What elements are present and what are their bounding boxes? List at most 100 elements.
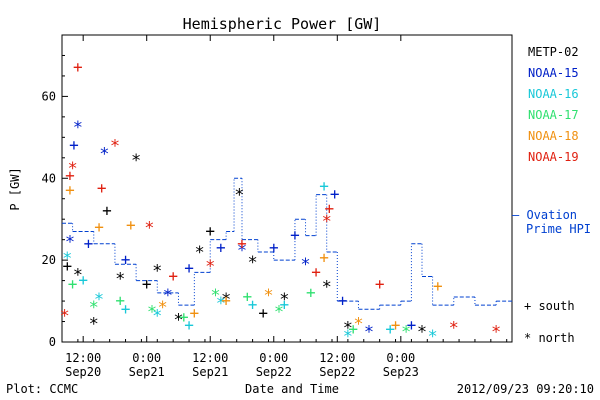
point-noaa-18: + bbox=[221, 291, 231, 310]
y-axis: 0 20 40 60 bbox=[42, 54, 68, 349]
point-noaa-15: + bbox=[338, 291, 348, 310]
x-tick-date: Sep21 bbox=[129, 365, 165, 379]
point-noaa-19: + bbox=[237, 234, 247, 253]
legend-entry-metp-02: METP-02 bbox=[528, 45, 579, 59]
point-noaa-18: * bbox=[157, 298, 167, 318]
point-noaa-17: + bbox=[68, 275, 78, 294]
point-noaa-18: + bbox=[94, 217, 104, 236]
point-noaa-16: * bbox=[216, 294, 226, 314]
point-noaa-15: * bbox=[65, 233, 75, 253]
point-noaa-18: + bbox=[433, 277, 443, 296]
x-tick-time: 12:00 bbox=[65, 351, 101, 365]
x-tick-date: Sep23 bbox=[383, 365, 419, 379]
point-metp-02: * bbox=[152, 261, 162, 281]
point-noaa-17: + bbox=[179, 307, 189, 326]
point-noaa-15: + bbox=[69, 136, 79, 155]
point-noaa-16: + bbox=[184, 316, 194, 335]
point-noaa-16: + bbox=[248, 295, 258, 314]
point-metp-02: * bbox=[131, 151, 141, 171]
x-tick-time: 0:00 bbox=[132, 351, 161, 365]
point-noaa-16: * bbox=[62, 249, 72, 269]
point-metp-02: * bbox=[234, 186, 244, 206]
legend-entry-noaa-16: NOAA-16 bbox=[528, 87, 579, 101]
point-noaa-15: * bbox=[99, 145, 109, 165]
x-tick-time: 12:00 bbox=[192, 351, 228, 365]
point-noaa-15: + bbox=[121, 250, 131, 269]
point-noaa-15: + bbox=[330, 185, 340, 204]
point-noaa-15: + bbox=[407, 316, 417, 335]
legend-entry-noaa-17: NOAA-17 bbox=[528, 108, 579, 122]
ovation-layer bbox=[62, 177, 512, 310]
point-noaa-17: + bbox=[306, 283, 316, 302]
point-noaa-17: + bbox=[242, 287, 252, 306]
point-noaa-17: * bbox=[89, 298, 99, 318]
point-noaa-16: + bbox=[280, 295, 290, 314]
point-noaa-19: + bbox=[73, 58, 83, 77]
y-tick-label: 60 bbox=[42, 89, 56, 103]
point-noaa-19: * bbox=[67, 159, 77, 179]
points-layer: + **+**+***+***+*** **+*+*+*++ * ++*++* +*+* +… bbox=[60, 58, 502, 347]
x-tick-time: 0:00 bbox=[259, 351, 288, 365]
point-metp-02: * bbox=[73, 265, 83, 285]
ovation-legend-label-1: – Ovation bbox=[512, 208, 577, 222]
point-metp-02: * bbox=[279, 290, 289, 310]
point-noaa-18: * bbox=[263, 286, 273, 306]
plot-frame bbox=[61, 34, 513, 343]
point-noaa-16: * bbox=[427, 327, 437, 347]
x-tick-date: Sep21 bbox=[192, 365, 228, 379]
point-noaa-19: * bbox=[110, 136, 120, 156]
point-metp-02: + bbox=[205, 221, 215, 240]
point-metp-02: + bbox=[142, 275, 152, 294]
legend-entry-noaa-18: NOAA-18 bbox=[528, 129, 579, 143]
point-noaa-15: * bbox=[300, 255, 310, 275]
point-noaa-15: + bbox=[84, 234, 94, 253]
point-noaa-15: + bbox=[184, 258, 194, 277]
point-metp-02: * bbox=[343, 319, 353, 339]
point-noaa-17: * bbox=[401, 323, 411, 343]
point-noaa-18: * bbox=[353, 315, 363, 335]
point-noaa-19: + bbox=[168, 267, 178, 286]
x-tick-date: Sep22 bbox=[256, 365, 292, 379]
footer-right: 2012/09/23 09:20:10 bbox=[457, 382, 594, 396]
x-axis-label: Date and Time bbox=[245, 382, 339, 396]
point-noaa-18: + bbox=[126, 215, 136, 234]
point-noaa-17: * bbox=[147, 302, 157, 322]
point-metp-02: * bbox=[247, 253, 257, 273]
point-noaa-19: * bbox=[491, 323, 501, 343]
legend-entry-noaa-19: NOAA-19 bbox=[528, 150, 579, 164]
point-noaa-19: + bbox=[375, 275, 385, 294]
point-noaa-18: + bbox=[190, 303, 200, 322]
point-noaa-16: + bbox=[319, 176, 329, 195]
y-tick-label: 0 bbox=[49, 335, 56, 349]
point-metp-02: * bbox=[173, 310, 183, 330]
point-noaa-15: * bbox=[364, 323, 374, 343]
point-metp-02: + bbox=[102, 201, 112, 220]
point-metp-02: * bbox=[417, 323, 427, 343]
point-noaa-15: + bbox=[216, 238, 226, 257]
point-noaa-16: * bbox=[94, 290, 104, 310]
x-tick-date: Sep20 bbox=[65, 365, 101, 379]
point-noaa-19: + bbox=[325, 199, 335, 218]
ovation-legend-label-2: Prime HPI bbox=[526, 222, 591, 236]
point-metp-02: * bbox=[195, 243, 205, 263]
chart-title: Hemispheric Power [GW] bbox=[183, 15, 382, 33]
point-noaa-16: + bbox=[385, 320, 395, 339]
y-tick-label: 20 bbox=[42, 253, 56, 267]
point-noaa-15: + bbox=[269, 238, 279, 257]
point-noaa-19: * bbox=[144, 218, 154, 238]
x-tick-date: Sep22 bbox=[319, 365, 355, 379]
legend: METP-02 NOAA-15 NOAA-16 NOAA-17 NOAA-18 NOAA-… bbox=[528, 45, 579, 164]
point-metp-02: * bbox=[221, 290, 231, 310]
point-noaa-19: * bbox=[205, 257, 215, 277]
point-noaa-19: + bbox=[311, 262, 321, 281]
point-noaa-18: + bbox=[65, 181, 75, 200]
point-noaa-17: * bbox=[274, 302, 284, 322]
point-noaa-16: * bbox=[152, 306, 162, 326]
point-noaa-16: * bbox=[343, 327, 353, 347]
y-tick-label: 40 bbox=[42, 171, 56, 185]
point-noaa-18: + bbox=[391, 316, 401, 335]
point-noaa-19: * bbox=[449, 319, 459, 339]
point-noaa-17: + bbox=[348, 320, 358, 339]
y-axis-label: P [GW] bbox=[8, 167, 22, 210]
